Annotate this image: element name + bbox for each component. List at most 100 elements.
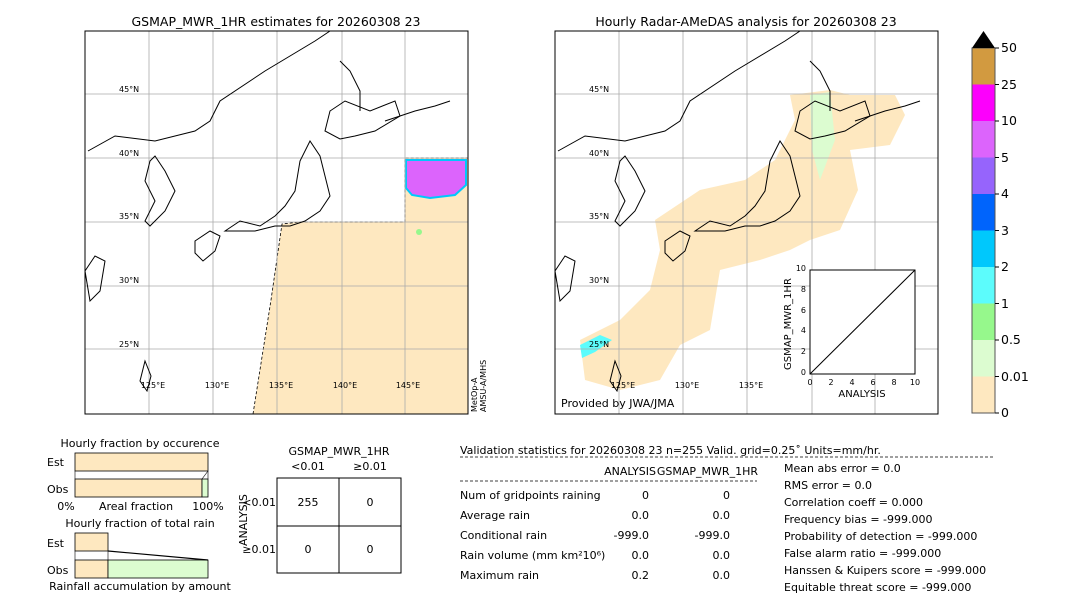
table-title: GSMAP_MWR_1HR <box>288 445 390 458</box>
left-heavy-rain-blob <box>405 159 467 200</box>
lat-label: 30°N <box>119 276 140 285</box>
row-header: ≥0.01 <box>242 543 276 556</box>
table-cell: 0 <box>366 496 374 509</box>
table-cell: 0 <box>366 543 374 556</box>
inset-ylabel: GSMAP_MWR_1HR <box>783 278 794 370</box>
sensor-name: AMSU-A/MHS <box>479 359 488 412</box>
coastline <box>339 60 361 111</box>
areal-fraction-label: Areal fraction <box>98 500 174 513</box>
coastline <box>609 359 622 393</box>
stats-row-label: Conditional rain <box>460 529 548 542</box>
colorbar-label: 2 <box>1001 259 1009 274</box>
coastlines <box>84 30 921 393</box>
stats-row-label: Num of gridpoints raining <box>460 489 601 502</box>
lon-label: 130°E <box>674 381 700 390</box>
total-rain-bars <box>74 532 209 579</box>
satellite-label: MetOp-A AMSU-A/MHS <box>470 360 488 412</box>
est-label: Est <box>47 456 64 469</box>
one-to-one-line <box>809 269 916 375</box>
lon-label: 125°E <box>610 381 636 390</box>
inset-xlabel: ANALYSIS <box>838 389 886 400</box>
stats-gsmap-value: 0.0 <box>712 569 731 582</box>
occurrence-bars <box>74 452 209 498</box>
tick-100: 100% <box>192 500 224 513</box>
coastline <box>554 255 576 303</box>
lon-label: 125°E <box>140 381 166 390</box>
inset-xtick: 8 <box>891 378 897 387</box>
inset-xtick: 2 <box>828 378 834 387</box>
tick-0: 0% <box>57 500 75 513</box>
lat-label: 30°N <box>589 276 610 285</box>
inset-xtick: 0 <box>807 378 813 387</box>
colorbar-segment <box>972 48 995 85</box>
coastline <box>664 230 691 262</box>
score-line: Equitable threat score = -999.000 <box>784 581 972 594</box>
coastline <box>84 255 106 303</box>
stats-title: Validation statistics for 20260308 23 n=… <box>460 444 881 457</box>
occurrence-title: Hourly fraction by occurence <box>60 437 220 450</box>
coastline <box>614 155 646 227</box>
lat-label: 45°N <box>119 85 140 94</box>
inset-ytick: 2 <box>800 347 806 357</box>
right-map-title: Hourly Radar-AMeDAS analysis for 2026030… <box>595 14 897 29</box>
colorbar-segment <box>972 267 995 304</box>
coastline <box>794 100 871 140</box>
score-line: Mean abs error = 0.0 <box>784 462 901 475</box>
table-cell: 255 <box>297 496 319 509</box>
credit-label: Provided by JWA/JMA <box>561 397 675 410</box>
colorbar-segment <box>972 194 995 231</box>
inset-ytick: 4 <box>800 326 806 336</box>
satellite-name: MetOp-A <box>470 377 479 412</box>
coastline <box>557 30 801 152</box>
lon-label: 130°E <box>204 381 230 390</box>
lat-label: 25°N <box>589 340 610 349</box>
score-line: Hanssen & Kuipers score = -999.000 <box>784 564 987 577</box>
coastline <box>384 100 451 122</box>
left-map <box>85 31 469 415</box>
colorbar <box>971 47 999 414</box>
colorbar-extend-arrow <box>972 31 995 48</box>
lat-label: 40°N <box>589 149 610 158</box>
colorbar-segment <box>972 303 995 340</box>
contingency-table-grid <box>276 477 402 574</box>
coastline <box>139 359 152 393</box>
inset-ytick: 10 <box>795 264 806 273</box>
inset-ytick: 0 <box>800 368 806 377</box>
colorbar-segment <box>972 376 995 413</box>
stats-row-label: Rain volume (mm km²10⁶) <box>460 549 606 562</box>
left-map-title: GSMAP_MWR_1HR estimates for 20260308 23 <box>131 14 421 29</box>
colorbar-label: 25 <box>1001 76 1017 92</box>
stats-col-header: GSMAP_MWR_1HR <box>656 465 758 478</box>
inset-xtick: 10 <box>909 378 921 387</box>
colorbar-label: 0.01 <box>1001 368 1029 384</box>
lat-label: 35°N <box>119 212 140 221</box>
stats-analysis-value: 0.0 <box>631 549 650 562</box>
score-line: Frequency bias = -999.000 <box>784 513 933 526</box>
lon-label: 135°E <box>268 381 294 390</box>
stats-analysis-value: -999.0 <box>613 529 649 542</box>
inset-xtick: 4 <box>849 378 855 387</box>
obs-label: Obs <box>47 564 69 577</box>
row-title: ANALYSIS <box>237 494 250 546</box>
colorbar-label: 3 <box>1001 222 1009 238</box>
stats-gsmap-value: -999.0 <box>694 529 730 542</box>
coastline <box>87 30 331 152</box>
lon-label: 140°E <box>332 381 358 390</box>
stats-col-header: ANALYSIS <box>604 465 656 478</box>
coastline <box>854 100 921 122</box>
inset-ytick: 8 <box>800 284 806 294</box>
colorbar-label: 5 <box>1001 149 1009 165</box>
coastline <box>324 100 401 140</box>
stats-analysis-value: 0.0 <box>631 509 650 522</box>
colorbar-label: 4 <box>1001 186 1009 201</box>
total-rain-title: Hourly fraction of total rain <box>65 517 215 530</box>
lat-label: 40°N <box>119 149 140 158</box>
coastline <box>144 155 176 227</box>
stats-analysis-value: 0.2 <box>631 569 650 582</box>
stats-gsmap-value: 0 <box>723 489 730 502</box>
lat-label: 45°N <box>589 85 610 94</box>
coastline <box>809 60 831 111</box>
est-label: Est <box>47 537 64 550</box>
inset-xtick: 6 <box>870 378 876 387</box>
